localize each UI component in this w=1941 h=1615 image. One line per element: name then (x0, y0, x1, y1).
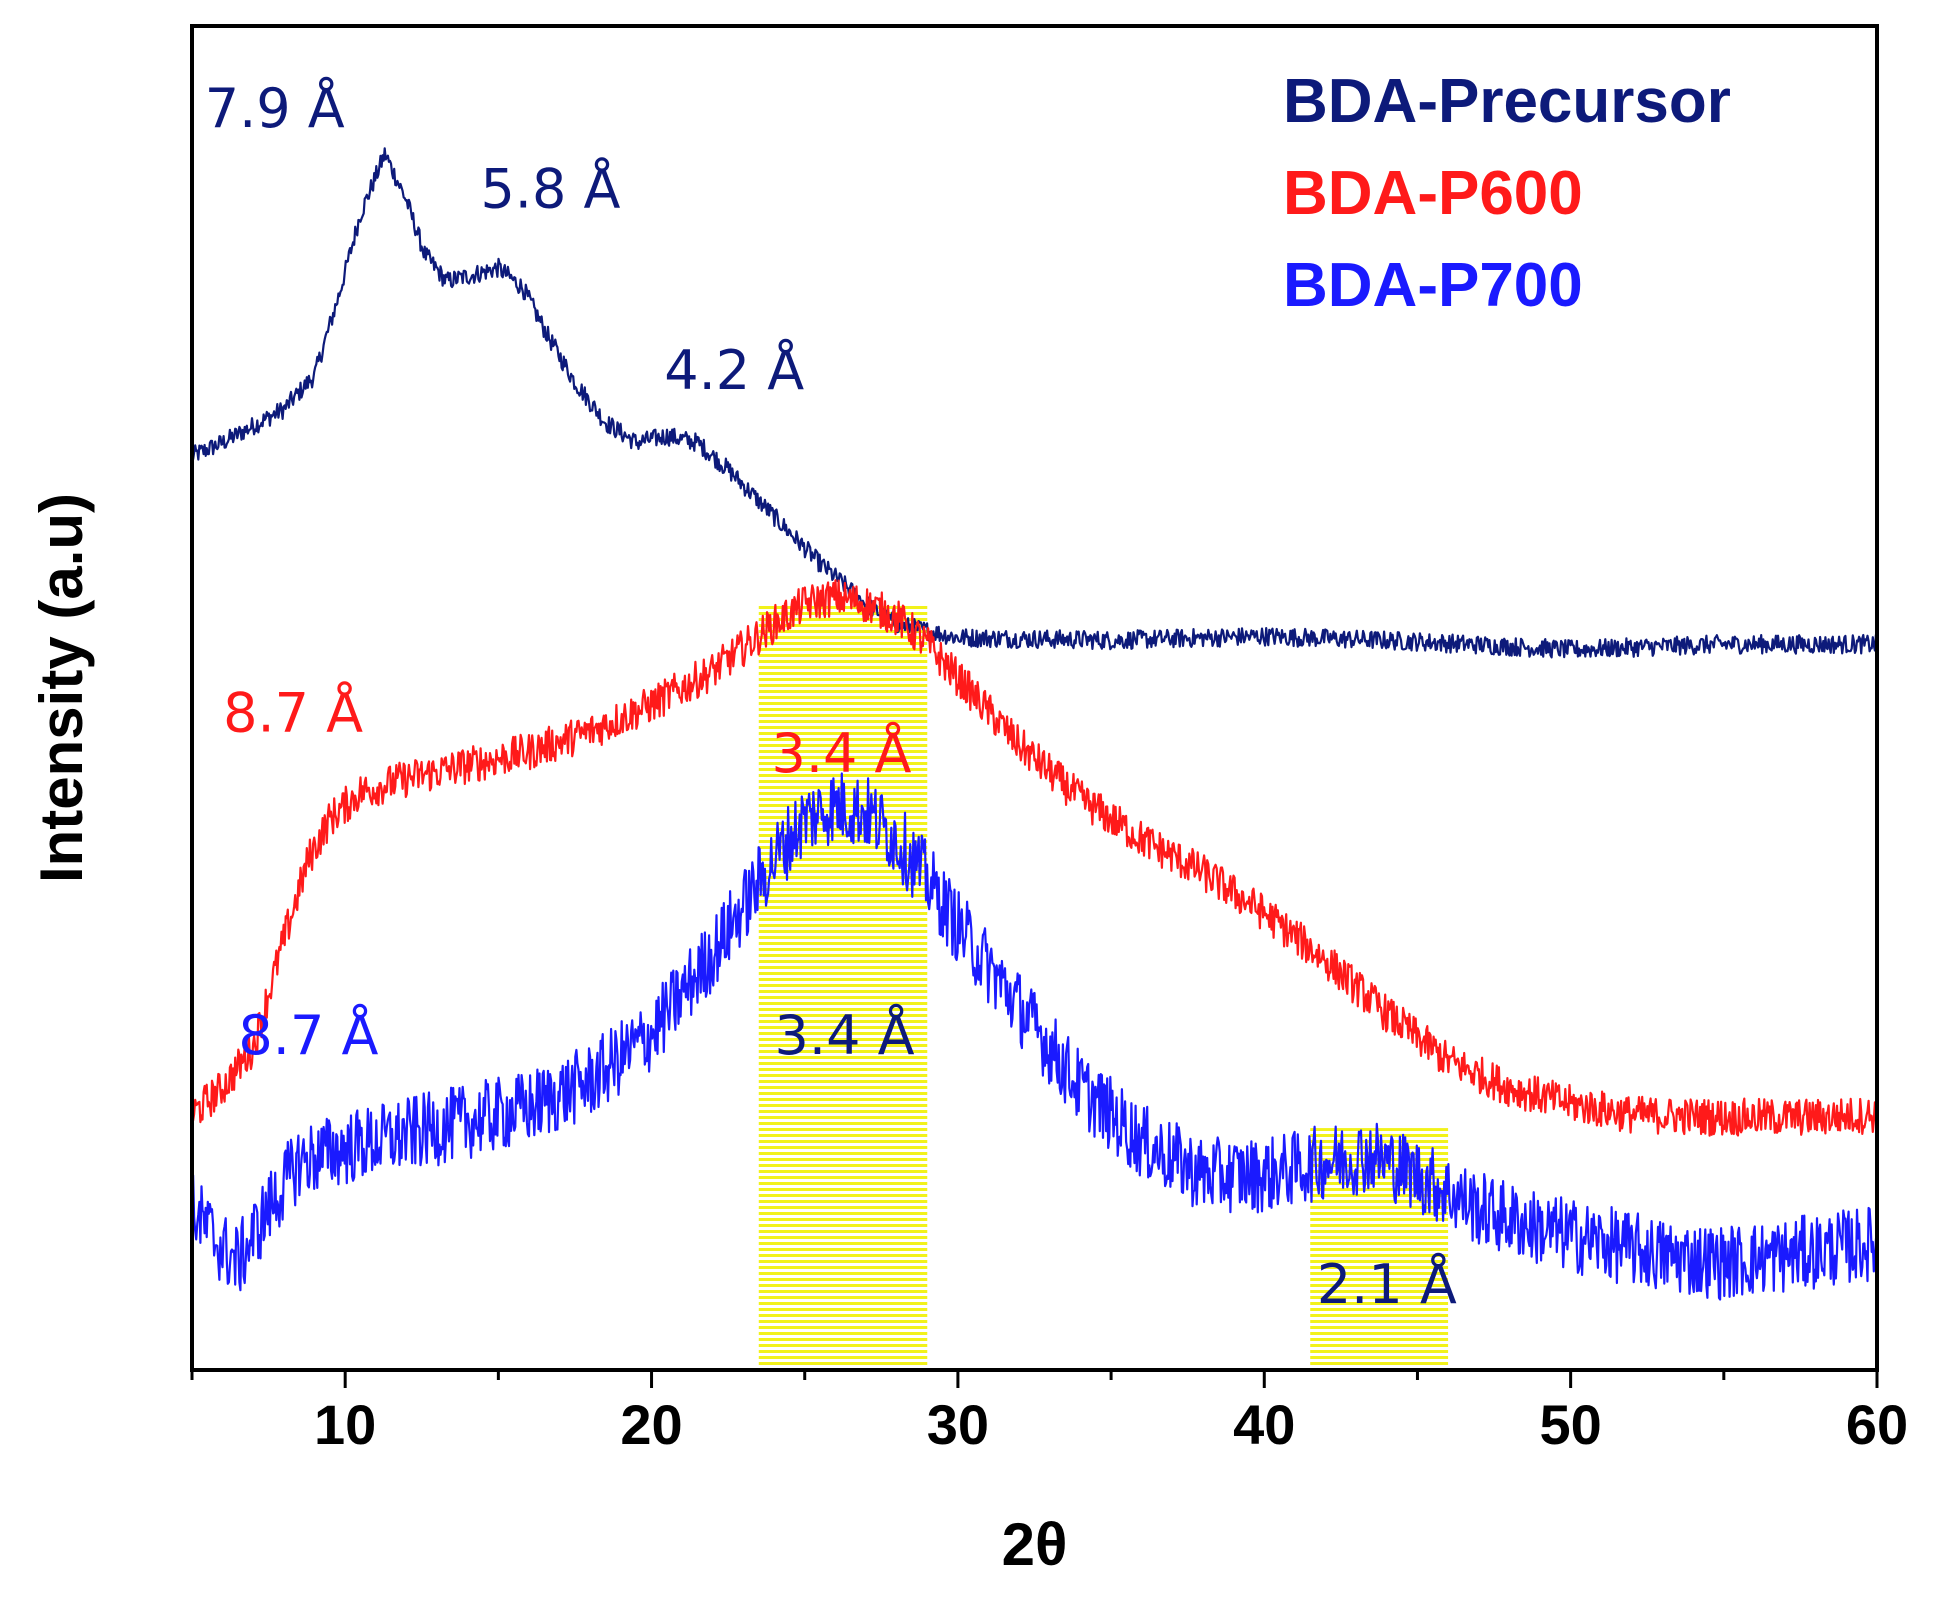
series-line (190, 147, 1879, 659)
x-tick-label: 50 (1539, 1393, 1601, 1456)
legend-entry: BDA-P700 (1283, 251, 1583, 320)
x-tick-label: 20 (620, 1393, 682, 1456)
peak-label: 7.9 Å (205, 76, 345, 140)
x-axis-ticks: 10 20 30 40 50 60 (190, 1370, 1908, 1456)
legend-entry: BDA-Precursor (1283, 67, 1731, 136)
peak-annotations: 7.9 Å 5.8 Å 4.2 Å 8.7 Å 3.4 Å 8.7 Å 3.4 Å 2.1 Å (205, 76, 1457, 1316)
peak-label: 5.8 Å (480, 156, 620, 220)
x-axis-title: 2θ (1002, 1511, 1068, 1578)
peak-label: 3.4 Å (771, 721, 911, 785)
peak-label: 2.1 Å (1317, 1252, 1457, 1316)
highlight-bands (758, 603, 1449, 1370)
series-lines (190, 147, 1879, 1301)
series-line (190, 579, 1879, 1137)
x-tick-label: 40 (1233, 1393, 1295, 1456)
y-axis-title: Intensity (a.u) (28, 493, 95, 883)
peak-label: 8.7 Å (223, 681, 363, 745)
series-line (190, 772, 1879, 1301)
x-tick-label: 10 (314, 1393, 376, 1456)
peak-label: 8.7 Å (238, 1003, 378, 1067)
legend: BDA-Precursor BDA-P600 BDA-P700 (1283, 67, 1731, 320)
peak-label: 3.4 Å (775, 1003, 915, 1067)
plot-frame (190, 24, 1879, 1372)
x-tick-label: 60 (1846, 1393, 1908, 1456)
peak-label: 4.2 Å (664, 338, 804, 402)
x-tick-label: 30 (927, 1393, 989, 1456)
highlight-band (758, 603, 928, 1370)
legend-entry: BDA-P600 (1283, 159, 1583, 228)
